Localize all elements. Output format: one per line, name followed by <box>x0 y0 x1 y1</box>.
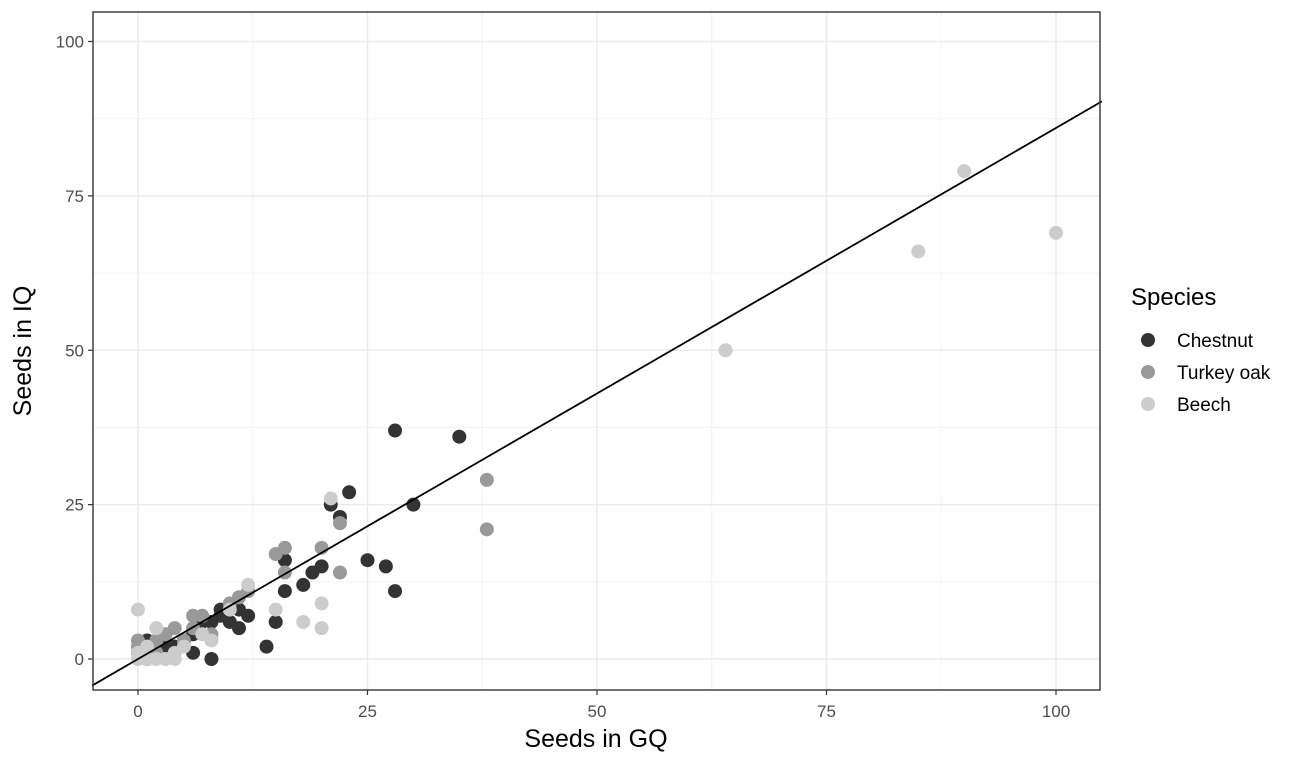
data-point-beech <box>131 645 145 660</box>
y-tick-label: 0 <box>75 650 84 669</box>
reference-line <box>91 100 1103 687</box>
legend-title: Species <box>1131 284 1216 311</box>
data-point-beech <box>323 491 338 506</box>
x-tick-label: 75 <box>817 702 836 721</box>
data-point-chestnut <box>388 423 403 438</box>
data-point-chestnut <box>378 559 393 574</box>
data-point-turkey-oak <box>268 547 283 562</box>
data-point-beech <box>195 627 210 642</box>
legend-label-beech: Beech <box>1177 395 1231 416</box>
data-point-chestnut <box>452 429 467 444</box>
data-point-turkey-oak <box>479 472 494 487</box>
data-point-beech <box>314 596 329 611</box>
legend: Species Chestnut Turkey oak Beech <box>1131 284 1271 416</box>
y-axis-title: Seeds in IQ <box>9 286 37 417</box>
x-tick-label: 0 <box>133 702 142 721</box>
data-point-turkey-oak <box>186 608 201 623</box>
data-point-beech <box>911 244 926 259</box>
data-point-chestnut <box>259 639 274 654</box>
legend-label-chestnut: Chestnut <box>1177 331 1254 352</box>
x-tick-label: 50 <box>588 702 607 721</box>
data-point-turkey-oak <box>332 516 347 531</box>
y-tick-label: 50 <box>65 341 84 360</box>
data-point-beech <box>149 621 164 636</box>
data-point-turkey-oak <box>332 565 347 580</box>
legend-label-turkey-oak: Turkey oak <box>1177 363 1271 384</box>
y-tick-label: 25 <box>65 496 84 515</box>
legend-key-chestnut <box>1141 333 1155 347</box>
data-point-beech <box>1049 225 1063 240</box>
x-axis-title: Seeds in GQ <box>524 725 667 752</box>
data-point-beech <box>268 602 283 617</box>
grid-major <box>93 12 1100 690</box>
data-point-turkey-oak <box>479 522 494 537</box>
data-point-chestnut <box>360 553 375 568</box>
y-tick-label: 100 <box>56 33 84 52</box>
data-point-beech <box>222 602 237 617</box>
data-point-chestnut <box>268 614 283 629</box>
data-point-beech <box>241 577 256 592</box>
y-axis: 0 25 50 75 100 <box>56 33 93 669</box>
legend-key-beech <box>1141 397 1155 411</box>
points-layer <box>131 164 1063 666</box>
legend-items: Chestnut Turkey oak Beech <box>1141 331 1271 416</box>
data-point-beech <box>718 343 733 358</box>
reference-line-layer <box>91 100 1103 687</box>
data-point-chestnut <box>305 565 320 580</box>
data-point-chestnut <box>204 652 219 666</box>
data-point-chestnut <box>388 584 403 599</box>
data-point-chestnut <box>296 577 311 592</box>
data-point-beech <box>314 621 329 636</box>
data-point-beech <box>957 164 972 179</box>
y-tick-label: 75 <box>65 187 84 206</box>
data-point-beech <box>131 602 145 617</box>
x-axis: 0 25 50 75 100 <box>133 690 1070 721</box>
data-point-chestnut <box>342 485 357 500</box>
x-tick-label: 25 <box>358 702 377 721</box>
x-tick-label: 100 <box>1042 702 1070 721</box>
data-point-beech <box>296 614 311 629</box>
legend-key-turkey-oak <box>1141 365 1155 379</box>
data-point-chestnut <box>277 584 292 599</box>
